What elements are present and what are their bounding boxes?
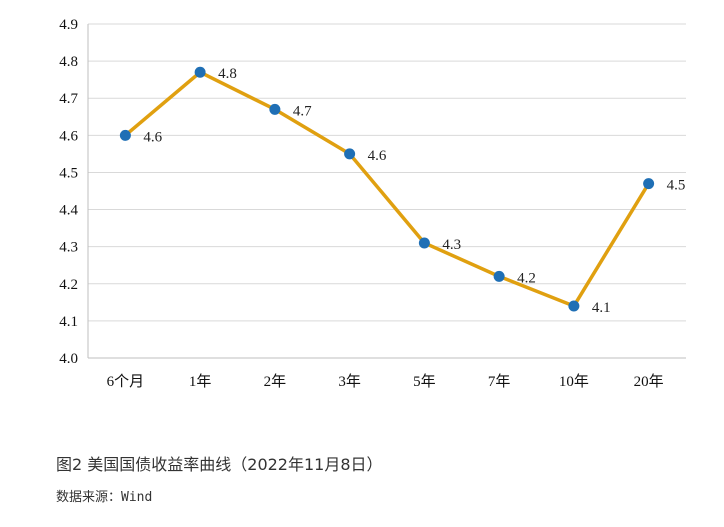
data-point	[119, 129, 131, 141]
x-tick-label: 10年	[559, 373, 589, 390]
data-point	[269, 103, 281, 115]
y-tick-label: 4.9	[59, 17, 78, 33]
data-point	[493, 270, 505, 282]
x-tick-label: 1年	[189, 373, 212, 390]
data-source: 数据来源：Wind	[56, 490, 153, 505]
y-tick-label: 4.6	[59, 128, 78, 144]
y-axis-ticks: 4.0 4.1 4.2 4.3 4.4 4.5 4.6 4.7 4.8 4.9	[59, 17, 78, 367]
x-tick-label: 3年	[338, 373, 361, 390]
x-tick-label: 5年	[413, 373, 436, 390]
data-point	[568, 300, 580, 312]
x-axis-ticks: 6个月 1年 2年 3年 5年 7年 10年 20年	[107, 373, 664, 390]
data-label: 4.2	[517, 270, 536, 286]
yield-curve-line	[123, 70, 651, 308]
data-point	[344, 148, 356, 160]
y-tick-label: 4.4	[59, 203, 78, 219]
y-tick-label: 4.0	[59, 351, 78, 367]
data-point	[643, 178, 655, 190]
x-tick-label: 6个月	[107, 373, 145, 390]
data-label: 4.7	[293, 103, 312, 119]
y-tick-label: 4.2	[59, 277, 78, 293]
data-label: 4.8	[218, 66, 237, 82]
x-tick-label: 2年	[264, 373, 287, 390]
y-tick-label: 4.8	[59, 54, 78, 70]
data-point	[418, 237, 430, 249]
series-markers	[119, 66, 655, 312]
data-label: 4.5	[667, 178, 686, 194]
series-line	[123, 70, 651, 308]
y-tick-label: 4.3	[59, 240, 78, 256]
y-tick-label: 4.5	[59, 165, 78, 181]
data-label: 4.6	[368, 148, 387, 164]
y-tick-label: 4.1	[59, 314, 78, 330]
data-label: 4.3	[442, 237, 461, 253]
data-label: 4.1	[592, 300, 611, 316]
data-point	[194, 66, 206, 78]
data-label: 4.6	[143, 129, 162, 145]
yield-curve-chart: 4.0 4.1 4.2 4.3 4.4 4.5 4.6 4.7 4.8 4.9 6个月 1年 2年 3年…	[59, 17, 686, 390]
grid-lines	[87, 23, 686, 359]
data-labels: 4.6 4.8 4.7 4.6 4.3 4.2 4.1 4.5	[143, 66, 685, 316]
x-tick-label: 7年	[488, 373, 511, 390]
x-tick-label: 20年	[634, 373, 664, 390]
figure-caption: 图2 美国国债收益率曲线（2022年11月8日）	[56, 455, 383, 474]
y-tick-label: 4.7	[59, 91, 78, 107]
